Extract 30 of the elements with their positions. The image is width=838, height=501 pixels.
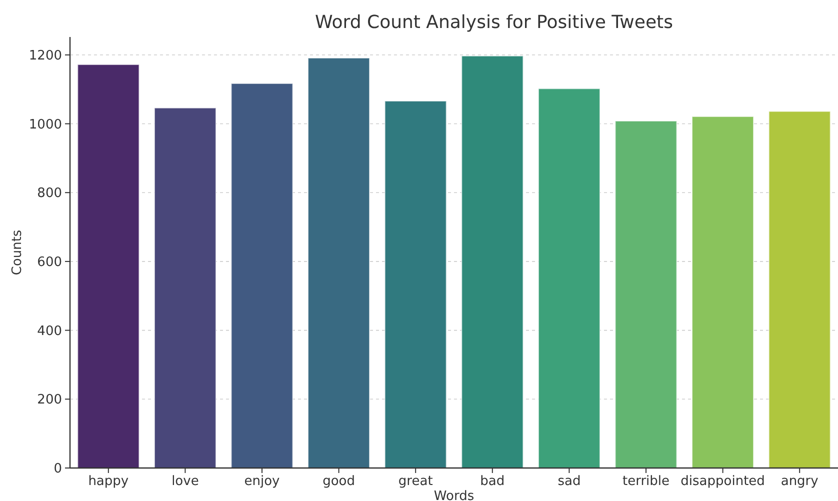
x-tick-label: enjoy [244,474,280,489]
x-tick-label: terrible [622,474,670,489]
bar [614,120,678,468]
y-tick-label: 400 [37,324,62,339]
bar [384,100,447,468]
x-tick-label: love [172,474,199,489]
bar [77,64,140,468]
chart-title: Word Count Analysis for Positive Tweets [315,12,673,33]
y-tick-label: 200 [37,392,62,408]
y-tick-label: 0 [54,462,62,477]
x-tick-label: good [322,474,356,489]
bar [154,107,216,468]
y-tick-label: 1000 [28,117,62,132]
x-tick-label: disappointed [680,474,765,489]
bar [538,88,600,468]
x-axis-title: Words [434,489,474,501]
y-axis-title: Counts [10,230,25,276]
bar [692,116,754,468]
y-tick-label: 600 [37,255,62,270]
x-tick-label: bad [480,474,505,489]
bar [461,55,524,468]
y-tick-label: 800 [37,186,62,202]
bar [230,82,294,468]
y-tick-label: 1200 [28,48,62,64]
bar [308,58,370,468]
bar [768,110,831,468]
x-tick-label: happy [88,474,129,489]
x-tick-label: great [398,474,433,489]
x-tick-label: angry [780,474,819,489]
x-tick-label: sad [558,474,581,489]
